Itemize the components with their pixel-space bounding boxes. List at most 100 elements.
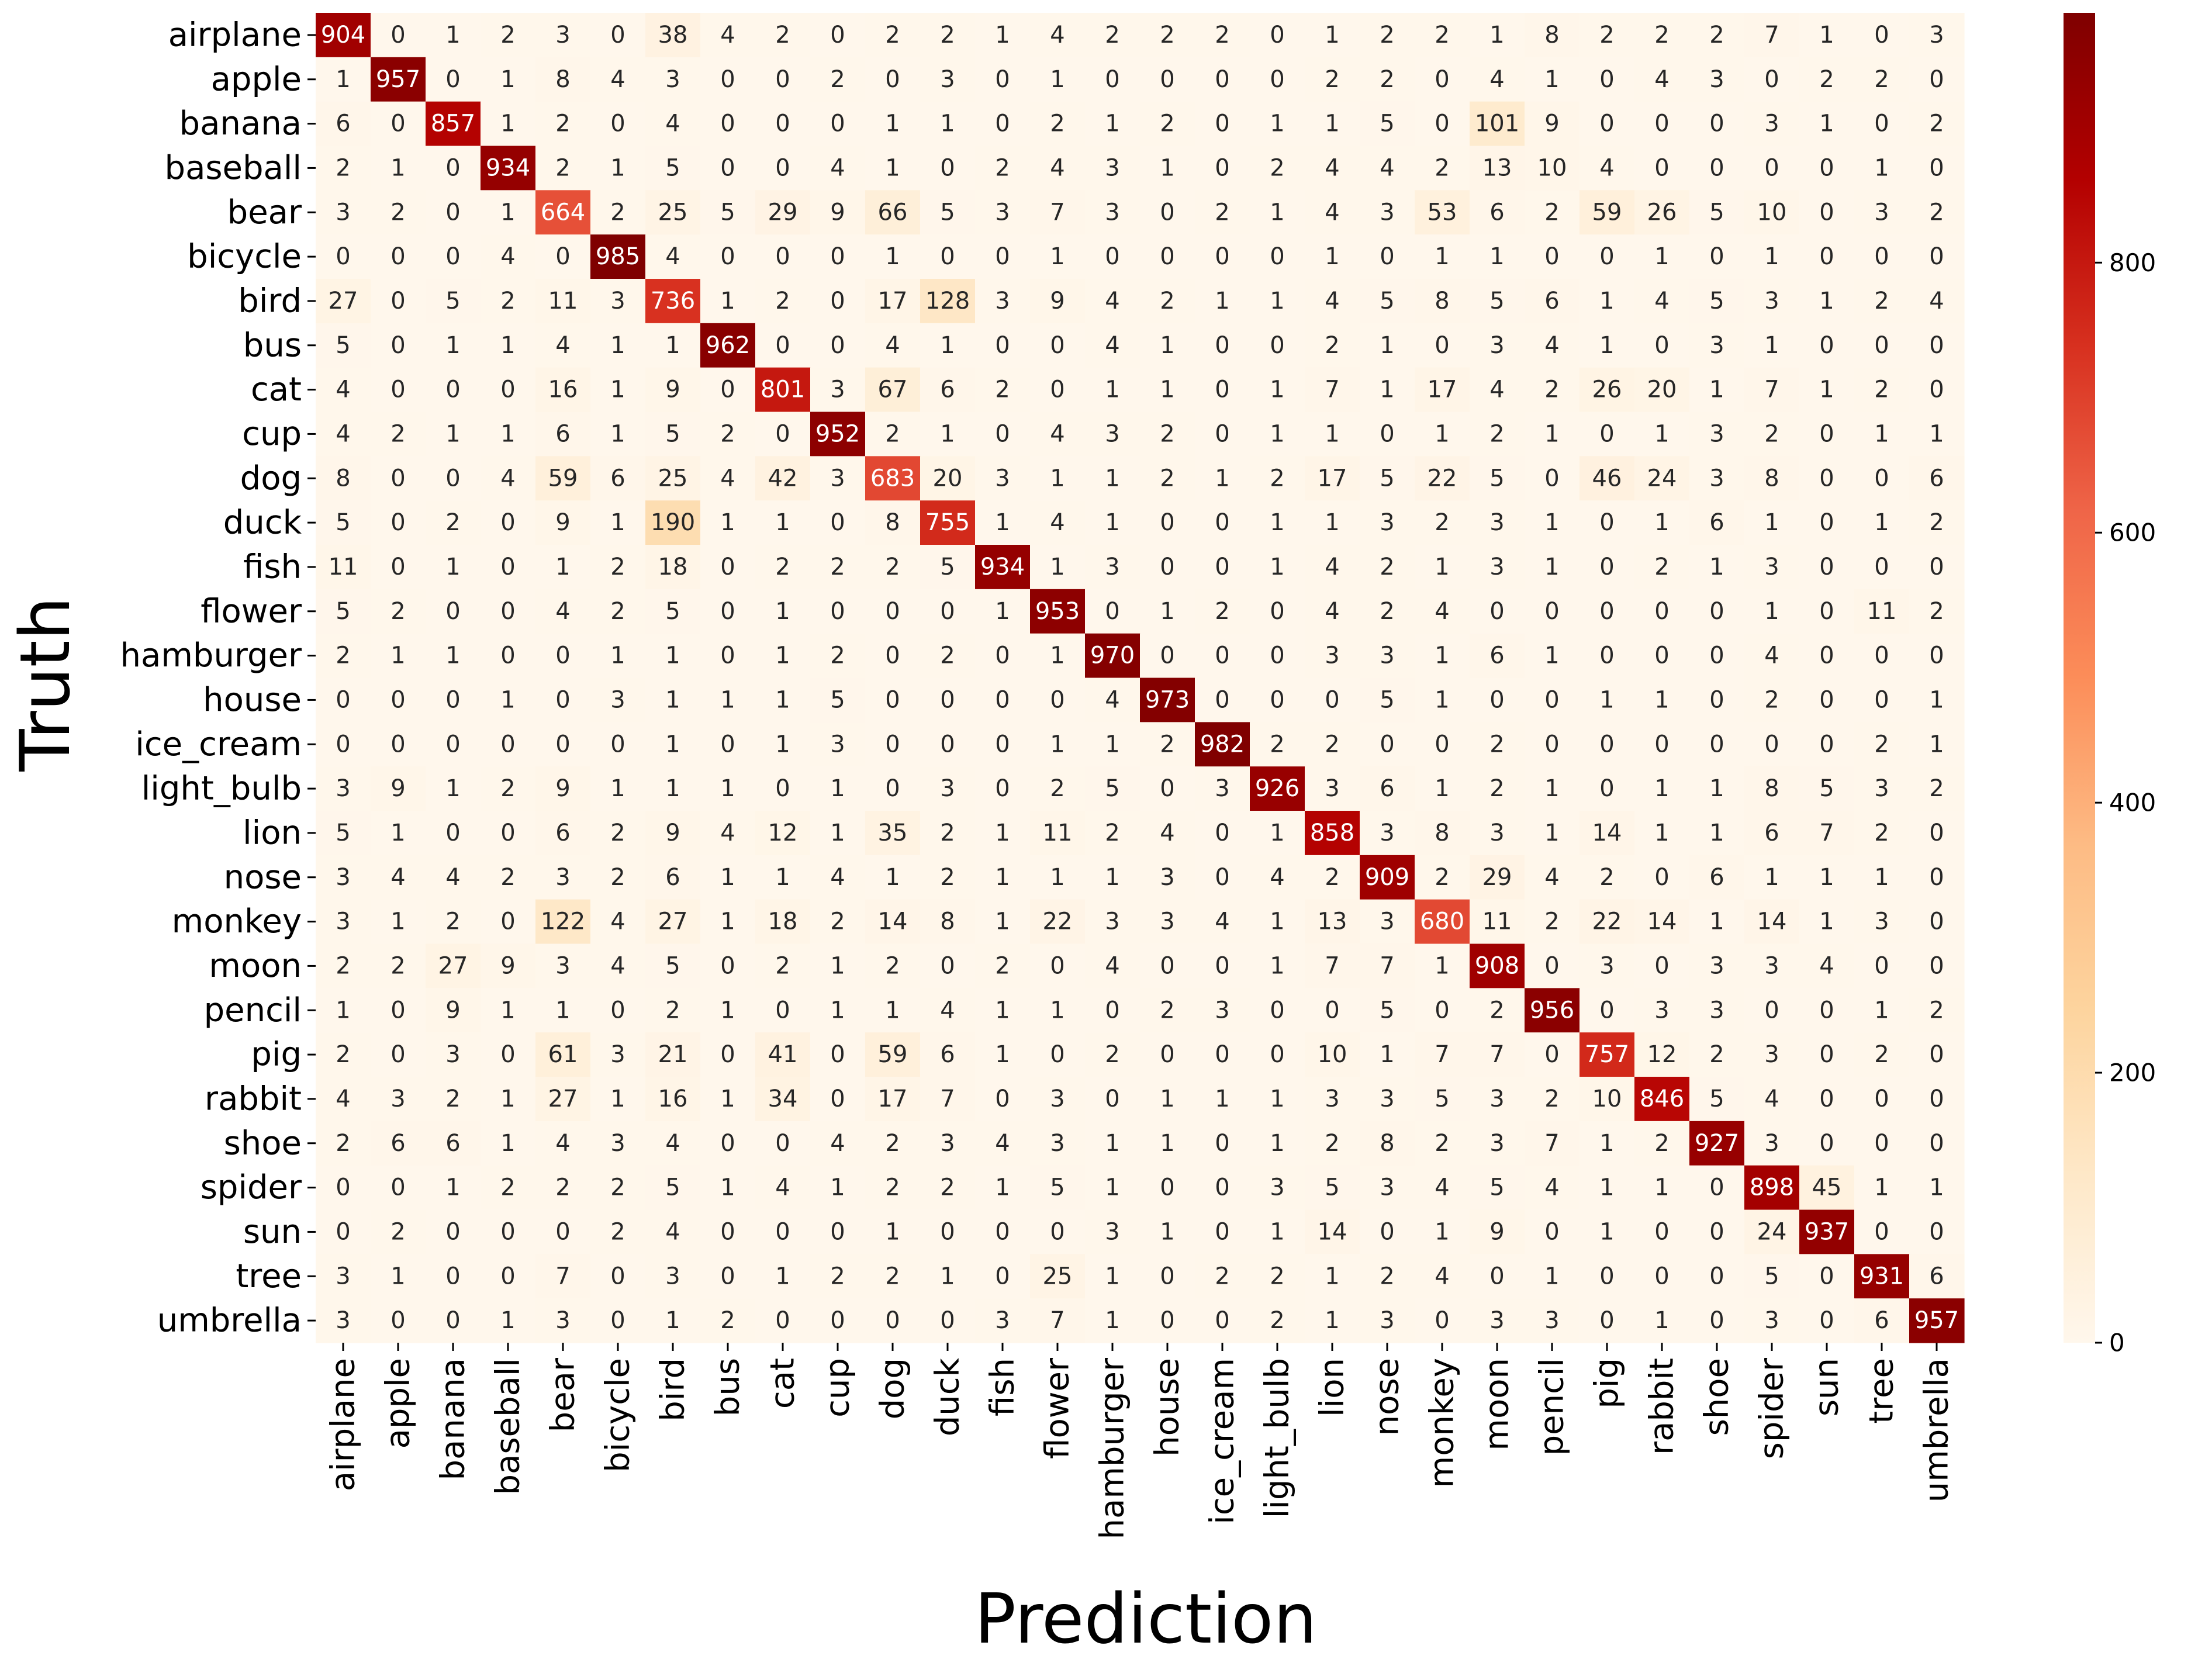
heatmap-cell xyxy=(755,988,811,1033)
heatmap-cell xyxy=(975,1254,1031,1299)
cell-value-label: 0 xyxy=(1654,1218,1669,1245)
heatmap-cell xyxy=(1360,633,1415,679)
cell-value-label: 1 xyxy=(500,997,515,1024)
cell-value-label: 0 xyxy=(1874,642,1889,669)
cell-value-label: 4 xyxy=(830,1130,845,1157)
column-label: duck xyxy=(929,1357,967,1436)
cell-value-label: 0 xyxy=(1599,420,1614,447)
heatmap-cell xyxy=(590,190,646,235)
cell-value-label: 0 xyxy=(1929,332,1944,359)
heatmap-cell xyxy=(865,722,921,767)
cell-value-label: 0 xyxy=(1105,997,1119,1024)
cell-value-label: 1 xyxy=(500,199,515,226)
heatmap-cell xyxy=(1250,101,1305,147)
heatmap-cell xyxy=(1250,855,1305,900)
cell-value-label: 5 xyxy=(1380,997,1394,1024)
cell-value-label: 2 xyxy=(1215,1263,1229,1290)
cell-value-label: 5 xyxy=(1709,199,1724,226)
cell-value-label: 4 xyxy=(610,908,625,935)
cell-value-label: 0 xyxy=(1270,332,1284,359)
heatmap-cell xyxy=(1689,988,1745,1033)
heatmap-cell xyxy=(865,899,921,945)
heatmap-cell xyxy=(1470,899,1525,945)
cell-value-label: 0 xyxy=(885,775,900,802)
heatmap-cell xyxy=(1689,722,1745,767)
cell-value-label: 0 xyxy=(390,465,405,492)
cell-value-label: 2 xyxy=(1929,199,1944,226)
cell-value-label: 2 xyxy=(1929,598,1944,625)
heatmap-cell xyxy=(1634,190,1690,235)
cell-value-label: 0 xyxy=(885,686,900,713)
heatmap-cell xyxy=(1744,722,1800,767)
cell-value-label: 16 xyxy=(658,1086,688,1112)
cell-value-label: 5 xyxy=(1489,465,1504,492)
cell-value-label: 6 xyxy=(1544,288,1559,314)
heatmap-cell xyxy=(1195,101,1250,147)
heatmap-cell xyxy=(1744,1121,1800,1166)
cell-value-label: 927 xyxy=(1695,1130,1739,1157)
heatmap-cell xyxy=(1250,146,1305,191)
heatmap-cell xyxy=(975,456,1031,501)
heatmap-cell xyxy=(920,190,976,235)
cell-value-label: 1 xyxy=(665,731,680,758)
heatmap-cell xyxy=(481,190,536,235)
cell-value-label: 0 xyxy=(500,820,515,846)
cell-value-label: 4 xyxy=(336,1086,350,1112)
column-label: tree xyxy=(1863,1358,1901,1424)
heatmap-cell xyxy=(810,279,866,324)
cell-value-label: 1 xyxy=(1874,864,1889,891)
cell-value-label: 1 xyxy=(1325,420,1339,447)
heatmap-cell xyxy=(1030,13,1086,58)
column-label: moon xyxy=(1478,1358,1516,1451)
heatmap-cell xyxy=(920,943,976,988)
cell-value-label: 4 xyxy=(1050,154,1064,181)
cell-value-label: 736 xyxy=(651,288,695,314)
cell-value-label: 1 xyxy=(1709,908,1724,935)
heatmap-cell xyxy=(645,279,701,324)
cell-value-label: 2 xyxy=(1544,1086,1559,1112)
heatmap-cell xyxy=(1415,1032,1470,1077)
heatmap-cell xyxy=(426,1121,481,1166)
cell-value-label: 0 xyxy=(445,243,460,270)
heatmap-cell xyxy=(1305,722,1360,767)
heatmap-cell xyxy=(1415,855,1470,900)
heatmap-cell xyxy=(481,811,536,856)
heatmap-cell xyxy=(810,1077,866,1122)
cell-value-label: 0 xyxy=(390,554,405,580)
cell-value-label: 2 xyxy=(1929,775,1944,802)
heatmap-cell xyxy=(1030,323,1086,368)
heatmap-cell xyxy=(1305,678,1360,723)
cell-value-label: 3 xyxy=(940,66,955,93)
heatmap-cell xyxy=(1085,1121,1140,1166)
row-label: rabbit xyxy=(205,1080,302,1118)
heatmap-cell xyxy=(535,500,591,545)
cell-value-label: 11 xyxy=(548,288,578,314)
heatmap-cell xyxy=(1140,1209,1195,1254)
cell-value-label: 5 xyxy=(665,1174,680,1201)
heatmap-cell xyxy=(810,1254,866,1299)
heatmap-cell xyxy=(1360,1032,1415,1077)
heatmap-cell xyxy=(481,722,536,767)
heatmap-cell xyxy=(426,811,481,856)
cell-value-label: 2 xyxy=(1325,332,1339,359)
cell-value-label: 1 xyxy=(1435,420,1449,447)
cell-value-label: 2 xyxy=(1380,554,1394,580)
heatmap-cell xyxy=(1689,766,1745,811)
cell-value-label: 1 xyxy=(390,642,405,669)
cell-value-label: 5 xyxy=(665,952,680,979)
heatmap-cell xyxy=(1799,545,1855,590)
heatmap-cell xyxy=(865,633,921,679)
heatmap-cell xyxy=(975,412,1031,457)
heatmap-cell xyxy=(1525,1298,1580,1343)
heatmap-cell xyxy=(1799,367,1855,413)
cell-value-label: 1 xyxy=(1654,1174,1669,1201)
heatmap-cell xyxy=(426,367,481,413)
heatmap-cell xyxy=(1525,1032,1580,1077)
heatmap-cell xyxy=(1909,456,1965,501)
cell-value-label: 1 xyxy=(1819,288,1834,314)
heatmap-cell xyxy=(481,1298,536,1343)
cell-value-label: 18 xyxy=(658,554,688,580)
heatmap-cell xyxy=(371,234,426,279)
heatmap-cell xyxy=(1140,943,1195,988)
heatmap-cell xyxy=(590,323,646,368)
